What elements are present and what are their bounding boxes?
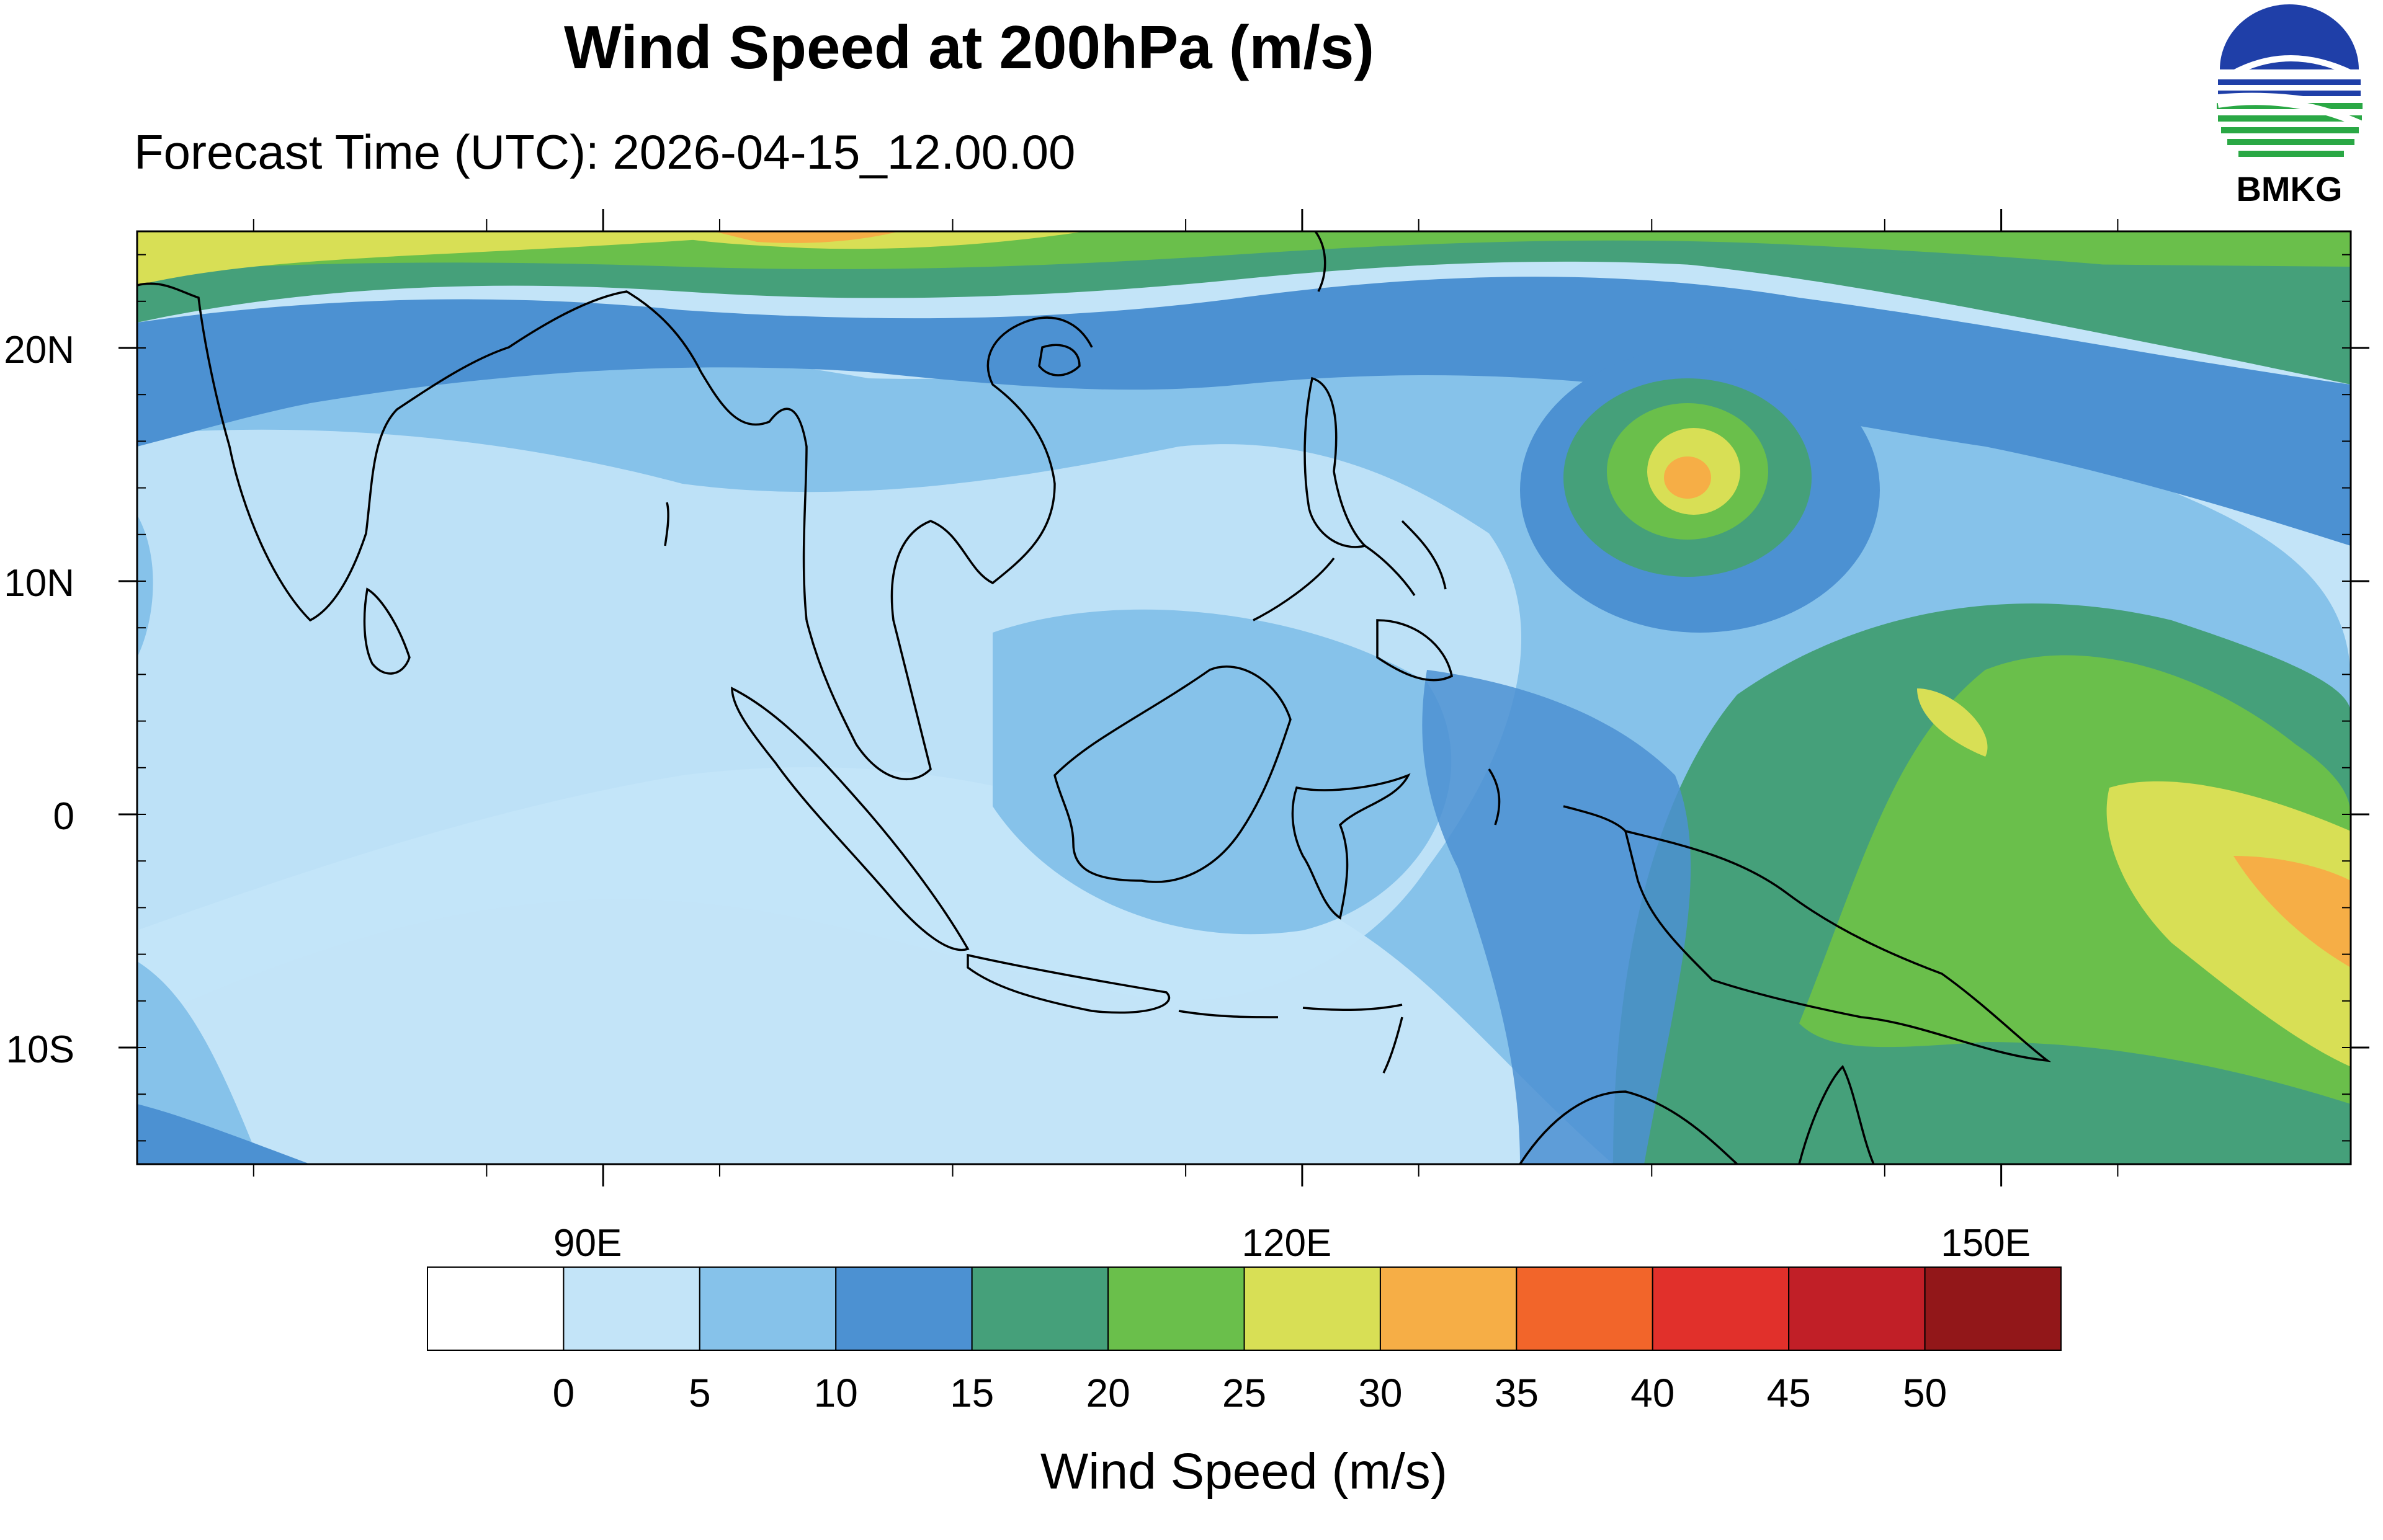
figure-title: Wind Speed at 200hPa (m/s) bbox=[564, 13, 1374, 81]
colorbar-label: 15 bbox=[950, 1371, 994, 1415]
philippine-islands bbox=[1253, 520, 1447, 621]
borneo-coastline bbox=[1053, 665, 1292, 883]
bay-of-bengal-islands bbox=[664, 502, 669, 546]
lat-tick-label: 0 bbox=[53, 795, 74, 838]
colorbar-label: 50 bbox=[1903, 1371, 1947, 1415]
colorbar-swatch bbox=[699, 1266, 837, 1351]
java-coastline bbox=[967, 953, 1171, 1014]
map-frame bbox=[136, 230, 2352, 1165]
mindanao-coastline bbox=[1376, 619, 1453, 682]
colorbar-swatch bbox=[1516, 1266, 1653, 1351]
hainan-coastline bbox=[1038, 344, 1081, 376]
lon-tick-label: 120E bbox=[1241, 1222, 1331, 1265]
lon-tick-label: 150E bbox=[1941, 1222, 2031, 1265]
luzon-coastline bbox=[1303, 376, 1367, 548]
lat-tick-label: 10N bbox=[4, 562, 74, 605]
forecast-time: Forecast Time (UTC): 2026-04-15_12.00.00 bbox=[134, 125, 1075, 179]
colorbar-label: 25 bbox=[1222, 1371, 1266, 1415]
colorbar-label: 0 bbox=[553, 1371, 575, 1415]
lat-tick-label: 20N bbox=[4, 329, 74, 372]
colorbar-label: 20 bbox=[1086, 1371, 1130, 1415]
colorbar-swatch bbox=[1243, 1266, 1381, 1351]
lat-tick-label: 10S bbox=[6, 1028, 74, 1071]
wind-speed-colorbar: 0 5 10 15 20 25 30 35 40 45 50 bbox=[427, 1266, 2062, 1415]
colorbar-swatch bbox=[1107, 1266, 1245, 1351]
colorbar-swatch bbox=[1379, 1266, 1518, 1351]
bmkg-logo-text: BMKG bbox=[2236, 169, 2342, 208]
wind-field bbox=[137, 231, 2351, 1164]
colorbar-swatch bbox=[427, 1266, 565, 1351]
colorbar-swatch bbox=[1652, 1266, 1790, 1351]
sulawesi-coastline bbox=[1291, 773, 1411, 920]
colorbar-label: 10 bbox=[814, 1371, 858, 1415]
colorbar-title: Wind Speed (m/s) bbox=[1040, 1443, 1447, 1500]
map-axes: 20N 10N 0 10S 90E 120E 150E bbox=[4, 209, 2369, 1265]
colorbar-swatch bbox=[563, 1266, 700, 1351]
australia-coastline bbox=[1519, 1065, 1875, 1164]
sumatra-coastline bbox=[731, 687, 970, 951]
indochina-coastline bbox=[805, 316, 1093, 781]
coastlines bbox=[137, 231, 2052, 1164]
moluccas-islands bbox=[1488, 768, 1627, 832]
colorbar-swatch bbox=[971, 1266, 1109, 1351]
lon-tick-label: 90E bbox=[553, 1222, 622, 1265]
sri-lanka-coastline bbox=[363, 587, 411, 675]
colorbar-label: 30 bbox=[1358, 1371, 1402, 1415]
colorbar-label: 5 bbox=[689, 1371, 711, 1415]
colorbar-label: 35 bbox=[1495, 1371, 1539, 1415]
india-coastline bbox=[137, 282, 808, 622]
colorbar-label: 40 bbox=[1630, 1371, 1674, 1415]
lesser-sunda-islands bbox=[1178, 1004, 1403, 1074]
colorbar-label: 45 bbox=[1767, 1371, 1811, 1415]
colorbar-swatch bbox=[1788, 1266, 1926, 1351]
taiwan-coastline bbox=[1314, 231, 1326, 292]
colorbar-swatch bbox=[835, 1266, 973, 1351]
bmkg-logo-icon bbox=[2217, 4, 2363, 157]
colorbar-swatch bbox=[1924, 1266, 2062, 1351]
new-guinea-coastline bbox=[1624, 829, 2052, 1062]
